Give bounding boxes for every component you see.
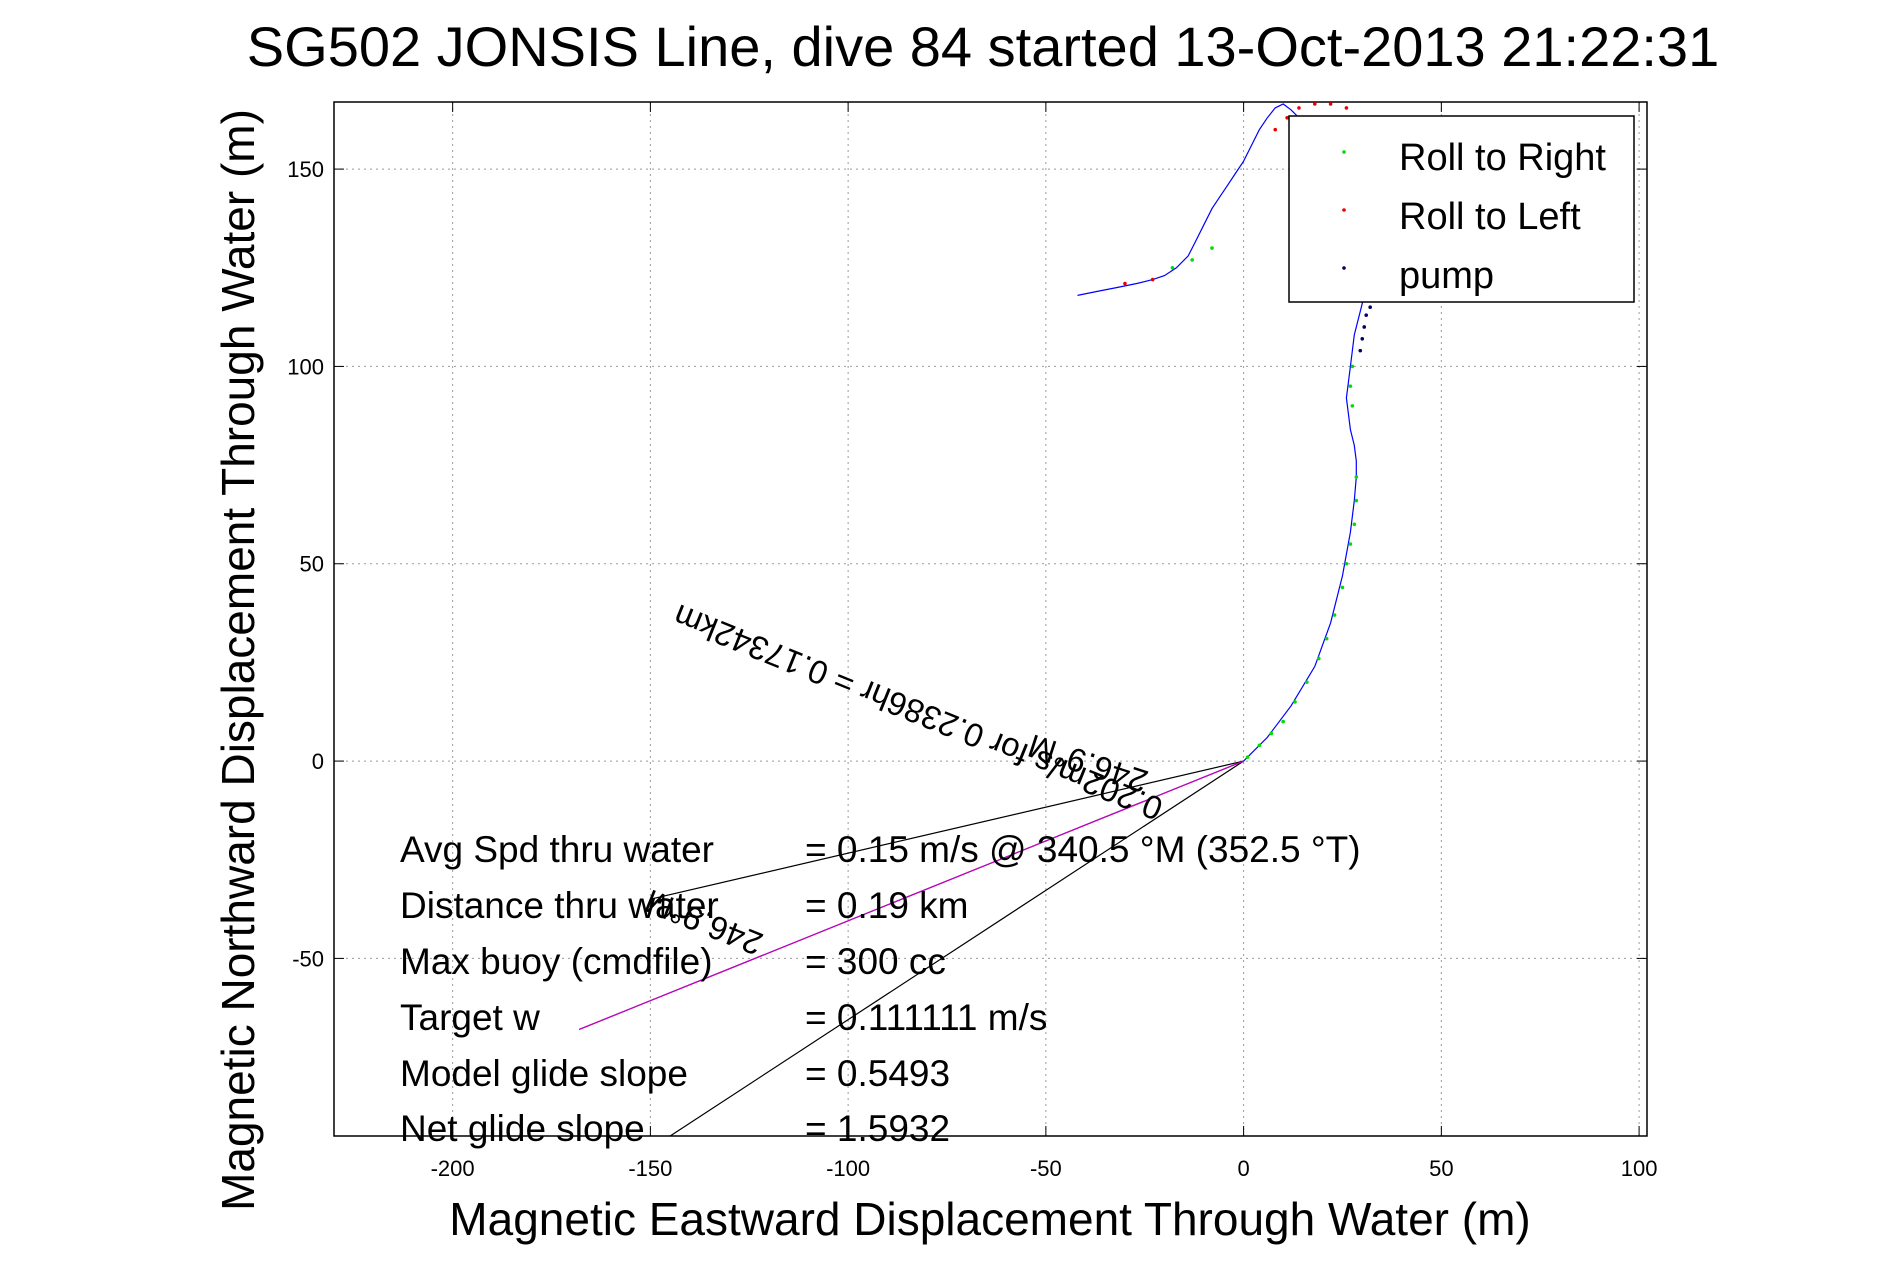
pump-marker [1358,348,1363,353]
legend-marker-roll-right [1342,150,1346,154]
roll-right-marker [1348,384,1353,388]
roll-right-marker [1344,561,1349,566]
x-axis-label: Magnetic Eastward Displacement Through W… [449,1193,1530,1245]
x-tick-label: 100 [1621,1156,1658,1181]
roll-right-marker [1354,498,1359,503]
roll-right-marker [1350,364,1355,369]
roll-right-marker [1257,743,1262,748]
axis-ticks: -200 -150 -100 -50 0 50 100 -50 0 50 100 150 [287,102,1657,1181]
stat-label-avg-speed: Avg Spd thru water [400,829,714,870]
legend-marker-pump [1342,266,1346,270]
stat-label-net-glide: Net glide slope [400,1108,645,1149]
roll-left-marker [1312,102,1317,106]
roll-right-marker [1281,719,1285,724]
roll-right-marker [1350,404,1355,408]
x-tick-label: -200 [431,1156,475,1181]
stat-value-model-glide: = 0.5493 [805,1053,950,1094]
vector-lines [578,760,1244,1137]
grid-lines [334,102,1647,1136]
pump-marker [1364,313,1369,317]
roll-right-marker [1348,542,1353,546]
legend: Roll to Right Roll to Left pump [1288,115,1635,303]
roll-right-marker [1316,656,1321,661]
dive-statistics: Avg Spd thru water = 0.15 m/s @ 340.5 °M… [400,829,1361,1149]
stat-label-max-buoy: Max buoy (cmdfile) [400,941,713,982]
roll-right-marker [1324,636,1329,641]
roll-right-marker [1245,755,1250,759]
legend-box [1288,115,1635,303]
roll-left-marker [1285,115,1289,120]
legend-label-pump: pump [1399,255,1494,297]
y-tick-label: -50 [292,946,324,971]
stat-label-model-glide: Model glide slope [400,1053,688,1094]
roll-left-marker [1328,102,1333,106]
vector-line [669,760,1244,1137]
y-axis-label: Magnetic Northward Displacement Through … [212,109,264,1211]
pump-marker [1368,305,1372,310]
roll-right-marker [1293,700,1297,704]
roll-right-marker [1340,585,1345,590]
pump-marker [1362,325,1367,329]
vector-line [578,760,1244,1030]
y-tick-label: 100 [287,354,324,379]
plot-area-border [333,101,1648,1137]
pump-marker [1360,336,1365,341]
stat-value-distance: = 0.19 km [805,885,969,926]
roll-right-marker [1332,613,1337,617]
legend-label-roll-right: Roll to Right [1399,137,1606,179]
y-tick-label: 150 [287,157,324,182]
roll-left-marker [1273,127,1278,132]
x-tick-label: -100 [826,1156,870,1181]
y-tick-label: 0 [312,749,324,774]
roll-left-marker [1297,106,1301,110]
chart-title: SG502 JONSIS Line, dive 84 started 13-Oc… [247,15,1719,78]
legend-marker-roll-left [1342,208,1346,212]
roll-right-marker [1352,522,1357,527]
roll-right-marker [1305,680,1309,684]
roll-right-marker [1190,258,1194,262]
stat-value-avg-speed: = 0.15 m/s @ 340.5 °M (352.5 °T) [805,829,1361,870]
x-tick-label: -150 [628,1156,672,1181]
stat-label-target-w: Target w [400,997,540,1038]
x-tick-label: 50 [1429,1156,1453,1181]
vector-line [650,760,1244,900]
y-tick-label: 50 [300,552,324,577]
roll-right-marker [1354,475,1359,479]
roll-left-marker [1344,106,1349,110]
legend-label-roll-left: Roll to Left [1399,196,1581,238]
stat-value-max-buoy: = 300 cc [805,941,946,982]
roll-right-marker [1170,265,1175,270]
stat-value-target-w: = 0.111111 m/s [805,997,1047,1038]
x-tick-label: 0 [1237,1156,1249,1181]
roll-left-marker [1150,277,1155,282]
roll-right-marker [1269,731,1274,736]
x-tick-label: -50 [1030,1156,1062,1181]
stat-label-distance: Distance thru water [400,885,719,926]
roll-left-marker [1123,281,1127,286]
roll-right-marker [1210,246,1214,250]
stat-value-net-glide: = 1.5932 [805,1108,950,1149]
